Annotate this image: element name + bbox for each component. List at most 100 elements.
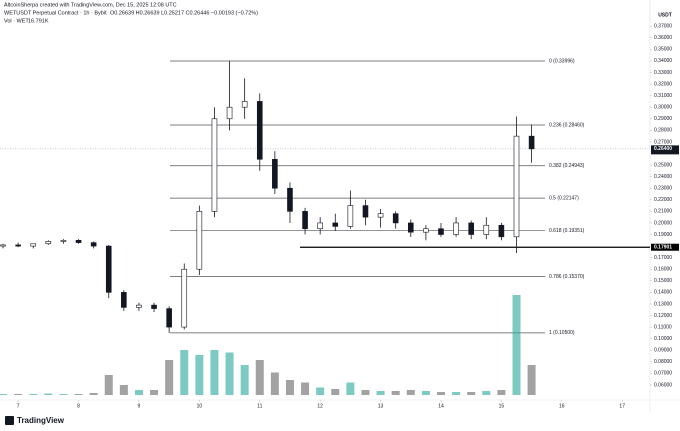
y-tick-label: 0.28000 <box>654 128 672 134</box>
candle-body <box>166 308 172 328</box>
candle-body <box>121 292 127 308</box>
volume-bar <box>482 391 491 395</box>
volume-bar <box>180 350 189 395</box>
x-tick-label: 10 <box>197 403 203 409</box>
y-tick-label: 0.06000 <box>654 382 672 388</box>
volume-bar <box>270 372 279 395</box>
candle-body <box>392 213 399 224</box>
volume-bar <box>316 387 325 395</box>
volume-bar <box>240 365 249 395</box>
x-tick-label: 17 <box>619 403 625 409</box>
y-tick-label: 0.21000 <box>654 209 672 215</box>
y-tick-label: 0.07000 <box>654 371 672 377</box>
y-tick-label: 0.20000 <box>654 220 672 226</box>
volume-bar <box>14 394 23 395</box>
candle-body <box>226 106 233 120</box>
candle-body <box>30 243 37 247</box>
candle-body <box>211 118 218 212</box>
volume-bar <box>436 392 445 395</box>
fib-label: 0.786 (0.15370) <box>549 274 585 280</box>
candle-body <box>15 244 21 247</box>
volume-bar <box>346 382 355 395</box>
candle-body <box>468 222 474 235</box>
y-tick-label: 0.14000 <box>654 290 672 296</box>
y-tick-label: 0.17000 <box>654 255 672 261</box>
volume-bar <box>89 393 98 395</box>
volume-bar <box>119 385 128 395</box>
volume-bar <box>44 393 53 395</box>
y-tick-label: 0.32000 <box>654 81 672 87</box>
candle-body <box>75 239 82 243</box>
y-tick-label: 0.08000 <box>654 359 672 365</box>
volume-bar <box>59 394 68 395</box>
candle-body <box>407 222 414 233</box>
x-tick-label: 16 <box>559 403 565 409</box>
volume-bar <box>331 389 340 395</box>
x-tick-label: 14 <box>438 403 444 409</box>
candle-body <box>528 135 535 150</box>
brand: TradingView <box>17 416 65 425</box>
symbol-label: WETUSDT Perpetual Contract · 1h · Bybit <box>4 10 107 16</box>
fib-label: 0.618 (0.19351) <box>549 228 585 234</box>
y-tick-label: 0.33000 <box>654 70 672 76</box>
volume-bar <box>210 350 219 395</box>
y-tick-label: 0.22000 <box>654 197 672 203</box>
volume-bar <box>104 375 113 395</box>
fib-label: 0.5 (0.22147) <box>549 195 579 201</box>
volume-bar <box>255 360 264 395</box>
y-tick-label: 0.09000 <box>654 348 672 354</box>
candle-body <box>272 158 278 189</box>
x-tick-label: 15 <box>499 403 505 409</box>
candle-body <box>241 101 248 108</box>
y-tick-label: 0.12000 <box>654 313 672 319</box>
chart-title: AltcoinSherpa created with TradingView.c… <box>4 2 177 8</box>
candle-body <box>0 244 6 247</box>
support-tag <box>651 243 679 251</box>
y-tick-label: 0.10000 <box>654 336 672 342</box>
y-tick-label: 0.35000 <box>654 47 672 53</box>
candle-body <box>105 245 112 293</box>
candle-body <box>256 101 263 160</box>
candle-body <box>317 222 323 230</box>
unit-label: USDT <box>658 12 672 18</box>
y-tick-label: 0.11000 <box>654 324 672 330</box>
volume-bar <box>467 392 476 395</box>
last-price-tag <box>651 145 679 155</box>
support-label: 0.17901 <box>654 245 672 251</box>
candle-body <box>90 242 97 247</box>
volume-bar <box>527 365 536 395</box>
candle-body <box>136 304 142 308</box>
volume-bar <box>391 391 400 395</box>
candle-body <box>332 222 339 227</box>
x-tick-label: 11 <box>257 403 262 409</box>
y-tick-label: 0.19000 <box>654 232 672 238</box>
fib-label: 0.382 (0.24943) <box>549 163 585 169</box>
volume-bar <box>421 391 430 395</box>
x-tick-label: 7 <box>17 403 20 409</box>
fib-label: 1 (0.10500) <box>549 330 575 336</box>
candle-body <box>498 224 505 238</box>
candle-body <box>362 205 369 218</box>
logo: TradingView <box>5 416 65 425</box>
candle-body <box>438 228 444 235</box>
candle-body <box>423 228 429 233</box>
candle-body <box>151 304 157 309</box>
candle-body <box>196 211 203 270</box>
x-tick-label: 12 <box>317 403 323 409</box>
logo-icon <box>5 416 14 425</box>
y-tick-label: 0.23000 <box>654 186 672 192</box>
volume-bar <box>195 355 204 395</box>
ohlc-legend: O0.26639 H0.26639 L0.25217 C0.26446 −0.0… <box>110 10 258 16</box>
volume-bar <box>376 391 385 395</box>
candle-body <box>483 224 490 235</box>
candle-body <box>60 239 67 242</box>
volume-bar <box>285 380 294 395</box>
y-tick-label: 0.16000 <box>654 267 672 273</box>
volume-legend: Vol · WET <box>4 18 29 24</box>
y-tick-label: 0.15000 <box>654 278 672 284</box>
y-tick-label: 0.36000 <box>654 35 672 41</box>
volume-bar <box>497 390 506 395</box>
x-tick-label: 9 <box>138 403 141 409</box>
